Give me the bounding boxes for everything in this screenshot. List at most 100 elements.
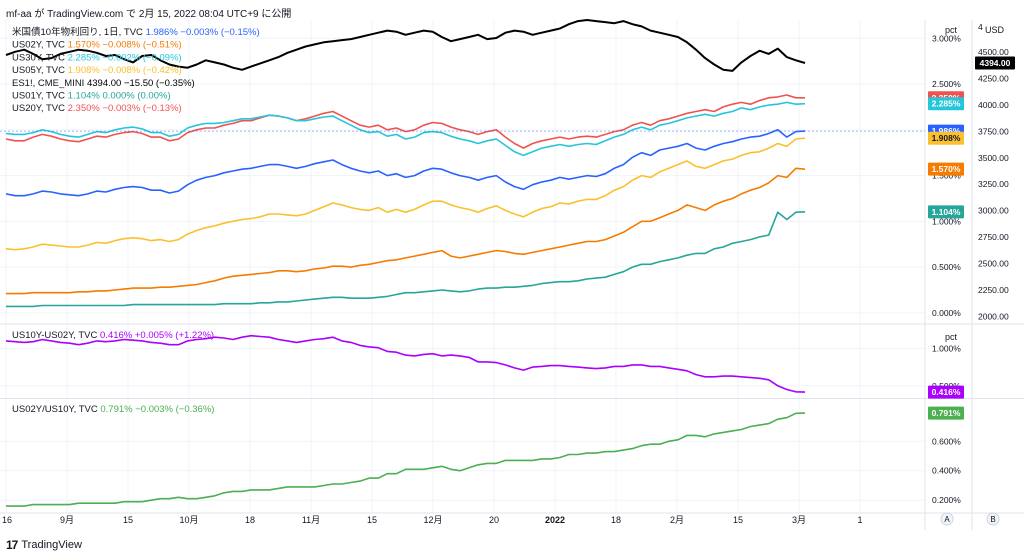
x-tick-label: 20: [489, 515, 499, 525]
legend-name: US02Y, TVC: [12, 40, 68, 51]
usd-tick-label: 3500.00: [978, 153, 1009, 163]
legend-value: 2.285% −0.002% (−0.09%): [68, 52, 182, 63]
x-tick-label: 11月: [302, 515, 320, 525]
series-line-es1: [5, 19, 806, 72]
panel-dividers: [0, 20, 1024, 530]
spread1-tick-label: 1.000%: [932, 343, 961, 353]
last-value-tag-us30y: 2.285%: [932, 99, 961, 109]
time-button-A[interactable]: [940, 512, 954, 526]
usd-tick-label: 4000.00: [978, 100, 1009, 110]
legend-name: US30Y, TVC: [12, 52, 68, 63]
usd-tick-label: 3750.00: [978, 126, 1009, 136]
pct-unit-label: pct: [945, 25, 958, 35]
x-tick-label: 18: [245, 515, 255, 525]
x-tick-label: 12月: [423, 515, 442, 525]
legend-item-us02y: US02Y, TVC 1.570% −0.008% (−0.51%): [12, 40, 182, 51]
last-value-tag-es1: 4394.00: [980, 58, 1011, 68]
last-value-tag-us05y: 1.908%: [932, 133, 961, 143]
pct-unit-label-2: pct: [945, 332, 958, 342]
pct-tick-label: 2.500%: [932, 79, 961, 89]
usd-unit-label: USD: [985, 25, 1005, 35]
x-tick-label: 3月: [792, 515, 806, 525]
time-scale: 16 9月 15 10月 18 11月 15 12月 20 2022 18 2月 15 3月 1 A B: [2, 512, 1000, 526]
legend-name: US02Y/US10Y, TVC: [12, 404, 100, 415]
series-line-us30y: [5, 101, 806, 157]
x-tick-label: 1: [857, 515, 862, 525]
series-line-spread2: [6, 412, 806, 507]
last-value-tag-es1-bg: [975, 56, 1015, 70]
last-value-tag-spread2-bg: [928, 406, 964, 420]
legend-item-us05y: US05Y, TVC 1.908% −0.008% (−0.42%): [12, 65, 182, 76]
last-value-tag-us02y: 1.570%: [932, 164, 961, 174]
legend-item-us20y: US20Y, TVC 2.350% −0.003% (−0.13%): [12, 103, 182, 114]
legend-value: 1.104% 0.000% (0.00%): [68, 91, 171, 102]
last-value-tag-spread1-bg: [928, 385, 964, 399]
legend-item-us01y: US01Y, TVC 1.104% 0.000% (0.00%): [12, 91, 171, 102]
x-tick-label: 2022: [545, 515, 565, 525]
usd-tick-label: 2250.00: [978, 285, 1009, 295]
last-value-tag-us01y-bg: [928, 205, 964, 219]
time-button-label: B: [990, 515, 995, 524]
legend-item-es1: ES1!, CME_MINI 4394.00 −15.50 (−0.35%): [12, 78, 195, 89]
legend-value: 1.986% −0.003% (−0.15%): [146, 27, 260, 38]
series-lines: [0, 19, 925, 507]
series-line-us02y: [6, 167, 806, 295]
legend-name: ES1!, CME_MINI: [12, 78, 87, 89]
legend-item-us30y: US30Y, TVC 2.285% −0.002% (−0.09%): [12, 52, 182, 63]
legend-item-spread2: US02Y/US10Y, TVC 0.791% −0.003% (−0.36%): [12, 404, 214, 415]
x-tick-label: 9月: [60, 515, 74, 525]
legend-value: 1.908% −0.008% (−0.42%): [68, 65, 182, 76]
legend-name: US05Y, TVC: [12, 65, 68, 76]
pct-tick-label: 0.000%: [932, 308, 961, 318]
x-tick-label: 10月: [179, 515, 198, 525]
legend-value: 1.570% −0.008% (−0.51%): [68, 40, 182, 51]
legend-item-us10y: 米国債10年物利回り, 1日, TVC 1.986% −0.003% (−0.1…: [12, 26, 260, 38]
series-line-us20y: [5, 94, 805, 149]
spread2-tick-label: 0.400%: [932, 466, 961, 476]
publish-header: mf-aa が TradingView.com で 2月 15, 2022 08…: [6, 9, 292, 20]
legend-value: 0.791% −0.003% (−0.36%): [100, 404, 214, 415]
usd-tick-label: 2750.00: [978, 232, 1009, 242]
last-value-tag-us30y-bg: [928, 97, 964, 111]
grid-lines: [0, 20, 925, 512]
x-tick-label: 15: [367, 515, 377, 525]
usd-tick-label: 2500.00: [978, 259, 1009, 269]
series-line-us01y: [6, 211, 806, 308]
legend: 米国債10年物利回り, 1日, TVC 1.986% −0.003% (−0.1…: [12, 26, 260, 415]
x-tick-label: 18: [611, 515, 621, 525]
last-value-tag-us05y-bg: [928, 131, 964, 145]
usd-tick-label: 2000.00: [978, 312, 1009, 322]
tradingview-footer: 17 TradingView: [6, 538, 82, 552]
spread2-tick-label: 0.600%: [932, 436, 961, 446]
usd-tick-label: 3250.00: [978, 179, 1009, 189]
usd-tick-label: 4250.00: [978, 73, 1009, 83]
last-value-tag-us10y: 1.986%: [932, 126, 961, 136]
legend-name: 米国債10年物利回り, 1日, TVC: [12, 26, 146, 38]
spread2-tick-label: 0.200%: [932, 495, 961, 505]
series-line-spread1: [5, 334, 806, 393]
legend-value: 0.416% +0.005% (+1.22%): [100, 330, 214, 341]
x-tick-label: 15: [733, 515, 743, 525]
pct-tick-label: 3.000%: [932, 33, 961, 43]
time-button-B[interactable]: [986, 512, 1000, 526]
series-line-us10y: [5, 129, 806, 197]
x-tick-label: 16: [2, 515, 12, 525]
x-tick-label: 2月: [670, 515, 684, 525]
legend-name: US20Y, TVC: [12, 103, 68, 114]
usd-tick-label: 4500.00: [978, 47, 1009, 57]
time-button-label: A: [944, 515, 950, 524]
legend-item-spread1: US10Y-US02Y, TVC 0.416% +0.005% (+1.22%): [12, 330, 214, 341]
last-value-tag-spread2: 0.791%: [932, 408, 961, 418]
tradingview-brand: TradingView: [21, 539, 82, 551]
pct-tick-label: 0.500%: [932, 262, 961, 272]
last-value-tags: 2.350%2.285%1.986%1.908%1.570%1.104%4394…: [928, 56, 1015, 420]
last-value-tag-spread1: 0.416%: [932, 387, 961, 397]
legend-name: US01Y, TVC: [12, 91, 68, 102]
last-value-tag-us01y: 1.104%: [932, 207, 961, 217]
pct-tick-label: 1.000%: [932, 216, 961, 226]
legend-value: 2.350% −0.003% (−0.13%): [68, 103, 182, 114]
legend-value: 4394.00 −15.50 (−0.35%): [87, 78, 195, 89]
tradingview-logo-icon: 17: [6, 538, 18, 552]
usd-top-partial: 4: [978, 22, 983, 32]
